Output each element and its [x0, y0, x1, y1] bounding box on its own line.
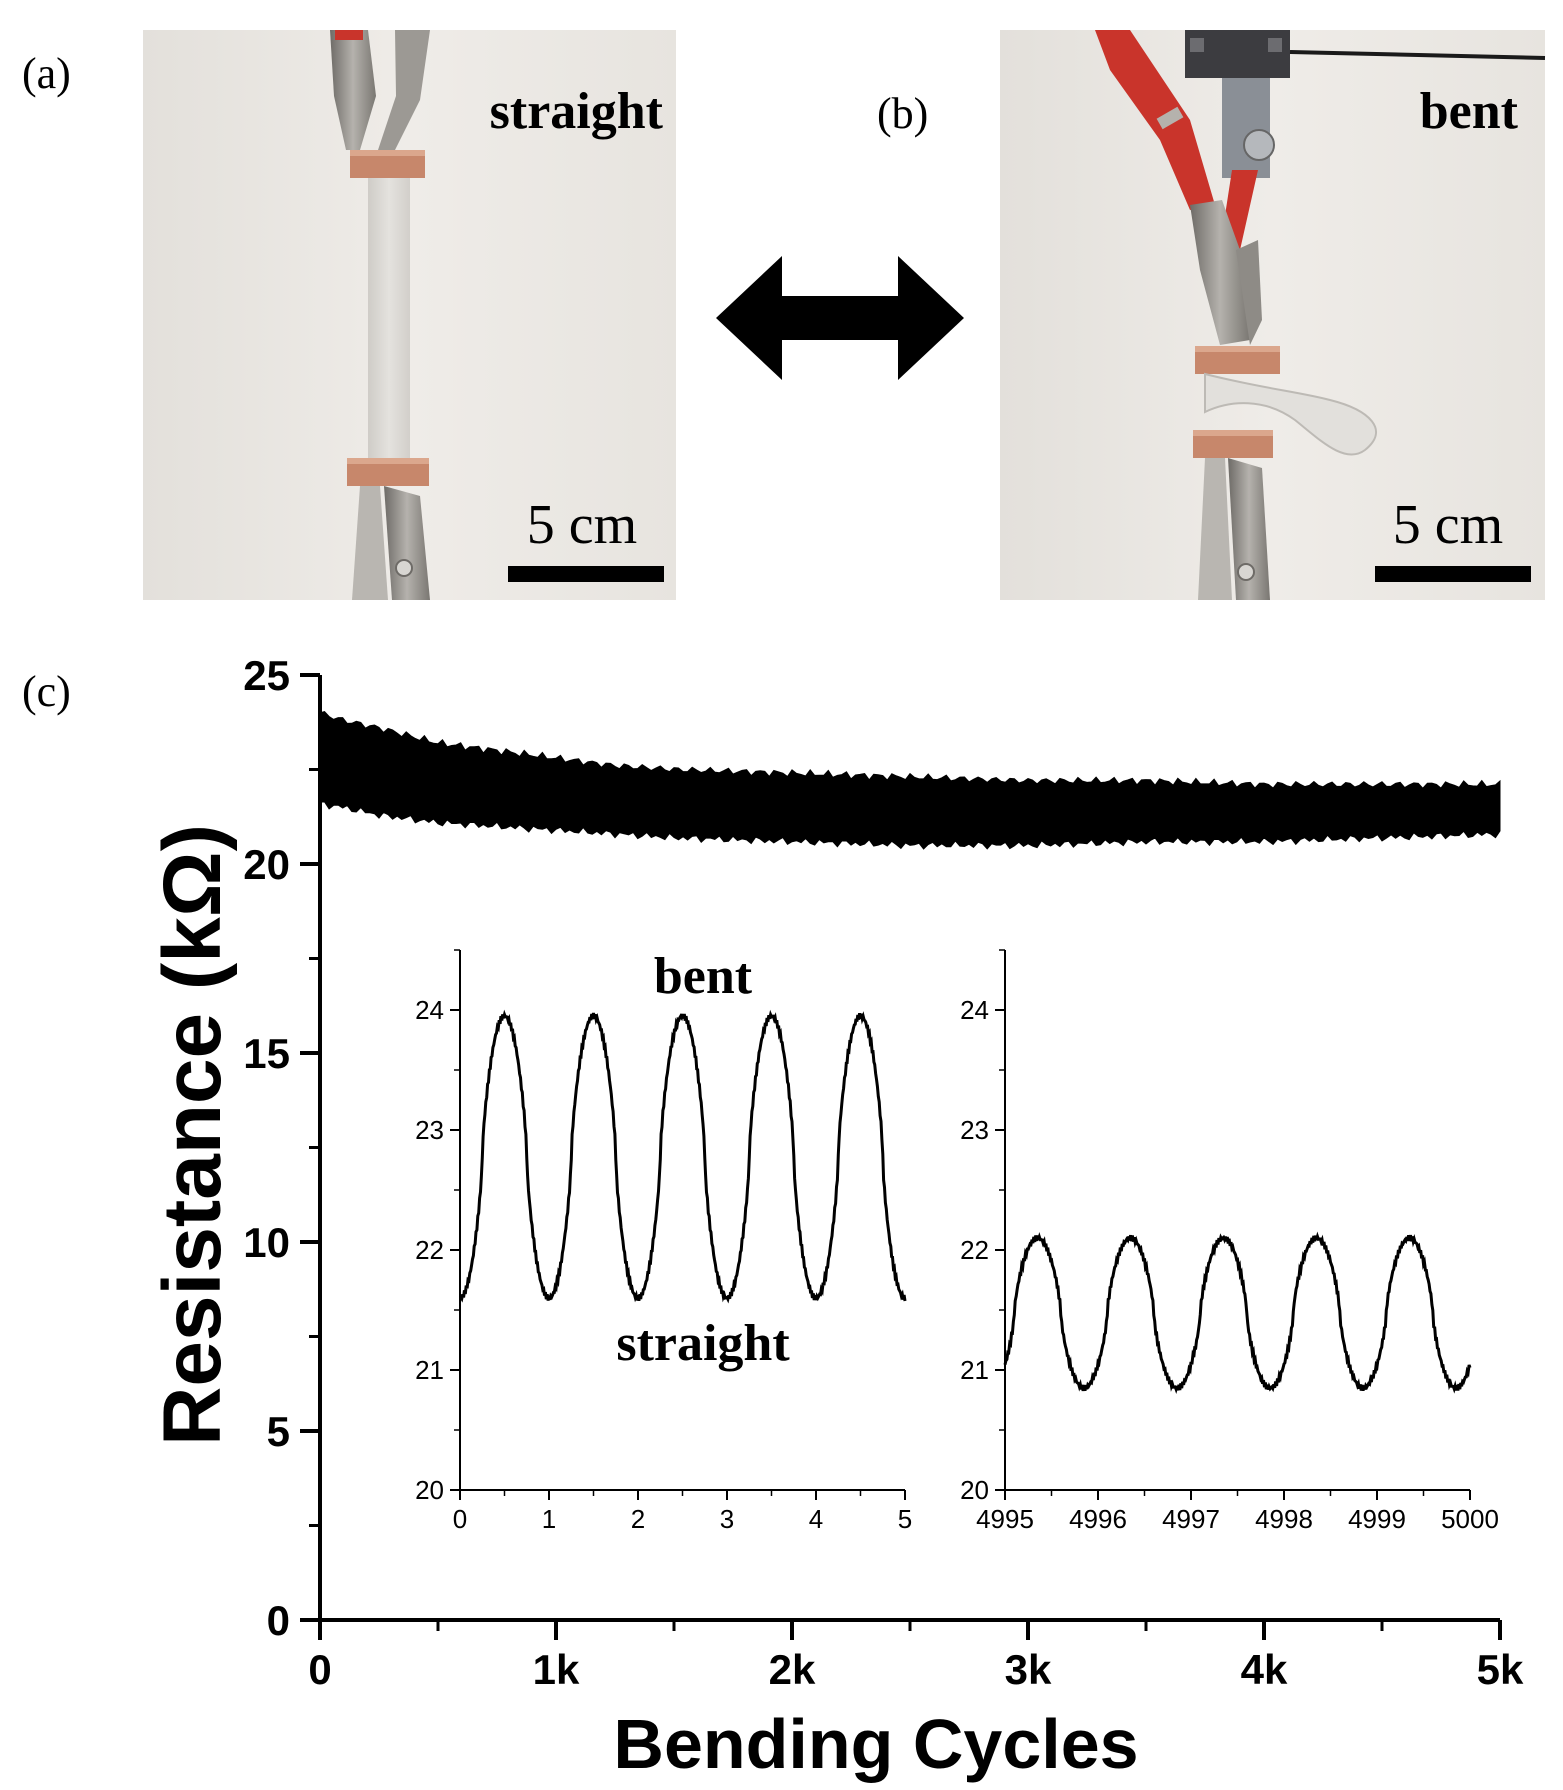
inset-final-x-tick-label: 4999: [1348, 1504, 1406, 1534]
inset-final-x-tick-label: 4996: [1069, 1504, 1127, 1534]
x-tick-label: 4k: [1241, 1646, 1288, 1693]
x-tick-label: 3k: [1005, 1646, 1052, 1693]
inset-initial-x-tick-label: 2: [631, 1504, 645, 1534]
panel-b-scale-bar: [1375, 566, 1531, 582]
y-tick-label: 0: [267, 1597, 290, 1644]
inset-final-x-tick-label: 4997: [1162, 1504, 1220, 1534]
inset-chart-final-cycles: 20 21 22 23 24 4995 4996 4997 4998 4999 5000: [960, 949, 1499, 1534]
inset-annotation-bent: bent: [654, 948, 753, 1005]
inset-initial-y-tick-label: 24: [415, 995, 444, 1025]
x-tick-label: 1k: [533, 1646, 580, 1693]
inset-final-y-tick-label: 24: [960, 995, 989, 1025]
y-tick-label: 15: [243, 1030, 290, 1077]
y-tick-label: 20: [243, 841, 290, 888]
resistance-band: [319, 711, 1501, 850]
inset-initial-y-tick-label: 20: [415, 1475, 444, 1505]
panel-a-scale-label: 5 cm: [527, 494, 637, 556]
photo-straight: [143, 30, 676, 600]
y-tick-label: 5: [267, 1408, 290, 1455]
inset-final-y-tick-label: 23: [960, 1115, 989, 1145]
panel-b-label: (b): [877, 89, 928, 138]
panel-b-state-label: bent: [1420, 83, 1519, 140]
x-tick-label: 0: [308, 1646, 331, 1693]
panel-b: (b): [877, 30, 1546, 600]
inset-initial-x-tick-label: 3: [720, 1504, 734, 1534]
panel-c-label: (c): [22, 667, 71, 716]
double-arrow-icon: [716, 256, 964, 380]
y-tick-label: 10: [243, 1219, 290, 1266]
panel-a-scale-bar: [508, 566, 664, 582]
inset-initial-y-tick-label: 23: [415, 1115, 444, 1145]
inset-final-y-tick-label: 22: [960, 1235, 989, 1265]
panel-a-label: (a): [22, 49, 71, 98]
inset-initial-x-tick-label: 5: [898, 1504, 912, 1534]
inset-initial-x-tick-label: 1: [542, 1504, 556, 1534]
photo-bent: [1000, 30, 1546, 600]
inset-initial-x-tick-label: 0: [453, 1504, 467, 1534]
x-tick-label: 2k: [769, 1646, 816, 1693]
inset-final-x-tick-label: 4995: [976, 1504, 1034, 1534]
x-axis-label: Bending Cycles: [613, 1705, 1138, 1783]
inset-final-y-tick-label: 20: [960, 1475, 989, 1505]
inset-initial-line: [458, 1009, 907, 1304]
y-tick-label: 25: [243, 652, 290, 699]
panel-a: (a) straight 5 cm: [22, 30, 676, 600]
inset-final-line: [1003, 1231, 1472, 1394]
inset-final-x-tick-label: 5000: [1441, 1504, 1499, 1534]
inset-initial-x-tick-label: 4: [809, 1504, 823, 1534]
inset-initial-y-tick-label: 22: [415, 1235, 444, 1265]
inset-initial-y-tick-label: 21: [415, 1355, 444, 1385]
inset-annotation-straight: straight: [616, 1315, 790, 1372]
inset-final-x-tick-label: 4998: [1255, 1504, 1313, 1534]
x-tick-label: 5k: [1477, 1646, 1524, 1693]
panel-a-state-label: straight: [490, 83, 664, 140]
y-axis-label: Resistance (kΩ): [147, 824, 238, 1446]
inset-final-y-tick-label: 21: [960, 1355, 989, 1385]
panel-b-scale-label: 5 cm: [1393, 494, 1503, 556]
